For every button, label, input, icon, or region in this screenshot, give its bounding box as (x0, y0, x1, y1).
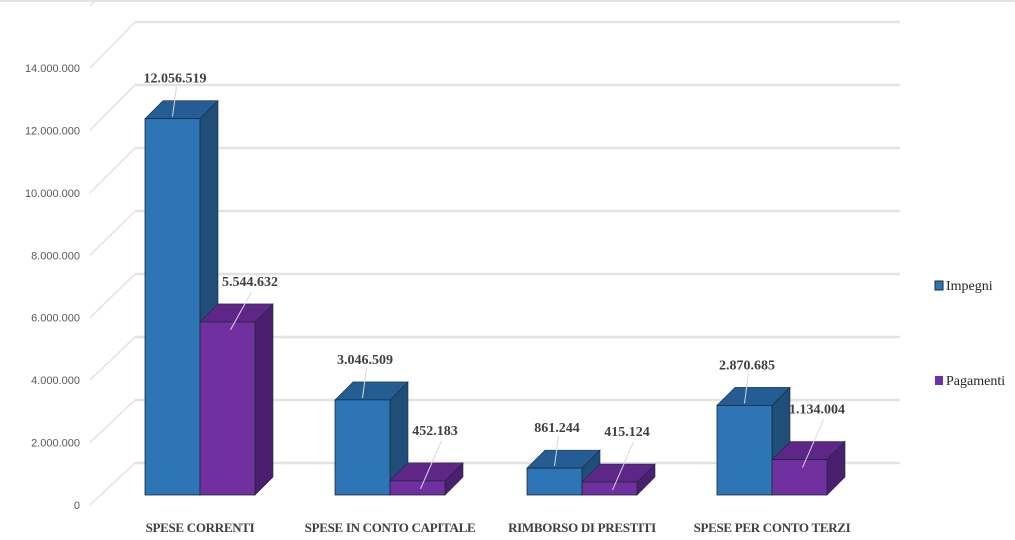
data-label: 861.244 (534, 421, 580, 436)
bar-front (771, 459, 828, 496)
legend-label-impegni: Impegni (946, 279, 993, 294)
gridline-diagonal (89, 21, 136, 69)
x-axis-ticks: SPESE CORRENTI SPESE IN CONTO CAPITALE RIM… (146, 520, 851, 535)
leader-line (362, 367, 367, 398)
leader-line (612, 441, 634, 491)
data-label: 415.124 (604, 425, 650, 440)
x-tick-label: SPESE IN CONTO CAPITALE (305, 520, 476, 535)
y-tick-label: 0 (74, 500, 80, 512)
bar-pagamenti-4 (771, 440, 846, 496)
gridline-diagonal (89, 0, 97, 7)
gridline-diagonal (89, 336, 136, 381)
bar-side (254, 303, 274, 496)
leader-line (420, 440, 442, 490)
gridline-diagonal (89, 273, 136, 319)
y-tick-label: 2.000.000 (31, 438, 80, 450)
y-tick-label: 14.000.000 (25, 63, 80, 75)
gridline-diagonal (89, 462, 136, 506)
x-tick-label: RIMBORSO DI PRESTITI (508, 520, 656, 535)
top-border (0, 0, 1015, 2)
leader-line (554, 436, 559, 467)
gridline-diagonal (89, 399, 136, 444)
leader-line (802, 419, 824, 468)
data-label: 5.544.632 (222, 275, 278, 290)
legend-label-pagamenti: Pagamenti (946, 374, 1005, 389)
y-tick-label: 4.000.000 (31, 375, 80, 387)
gridline-diagonal (89, 210, 136, 256)
legend-swatch-pagamenti (935, 376, 943, 385)
bar-front (334, 399, 391, 496)
leader-line (744, 373, 749, 404)
bar-front (144, 118, 201, 496)
legend-swatch-impegni (934, 280, 944, 291)
bar-front (526, 467, 583, 496)
data-label: 12.056.519 (144, 72, 207, 87)
gridline-diagonal (89, 147, 136, 194)
data-label: 3.046.509 (337, 353, 393, 368)
gridline-diagonal (89, 84, 136, 131)
legend: Impegni Pagamenti (934, 279, 1005, 389)
bar-pagamenti-3 (581, 463, 656, 496)
x-tick-label: SPESE CORRENTI (146, 520, 255, 535)
leader-line (230, 291, 252, 331)
bar-pagamenti-1 (199, 303, 274, 496)
data-labels: 12.056.519 5.544.632 3.046.509 452.183 861.2… (144, 72, 845, 491)
y-axis-ticks: 0 2.000.000 4.000.000 6.000.000 8.000.000 10.… (25, 63, 80, 512)
bar-pagamenti-2 (389, 462, 464, 496)
y-tick-label: 12.000.000 (25, 125, 80, 137)
bar-front (199, 321, 256, 496)
y-tick-label: 10.000.000 (25, 188, 80, 200)
bar-front (581, 481, 638, 496)
bars (144, 99, 846, 496)
data-label: 2.870.685 (719, 358, 775, 373)
data-label: 452.183 (412, 424, 458, 439)
bar-front (389, 480, 446, 496)
data-label: 1.134.004 (789, 403, 845, 418)
bar-impegni-2 (334, 381, 409, 496)
leader-line (172, 86, 177, 117)
bar-front (716, 404, 773, 496)
y-tick-label: 6.000.000 (31, 313, 80, 325)
x-tick-label: SPESE PER CONTO TERZI (694, 520, 851, 535)
y-tick-label: 8.000.000 (31, 250, 80, 262)
